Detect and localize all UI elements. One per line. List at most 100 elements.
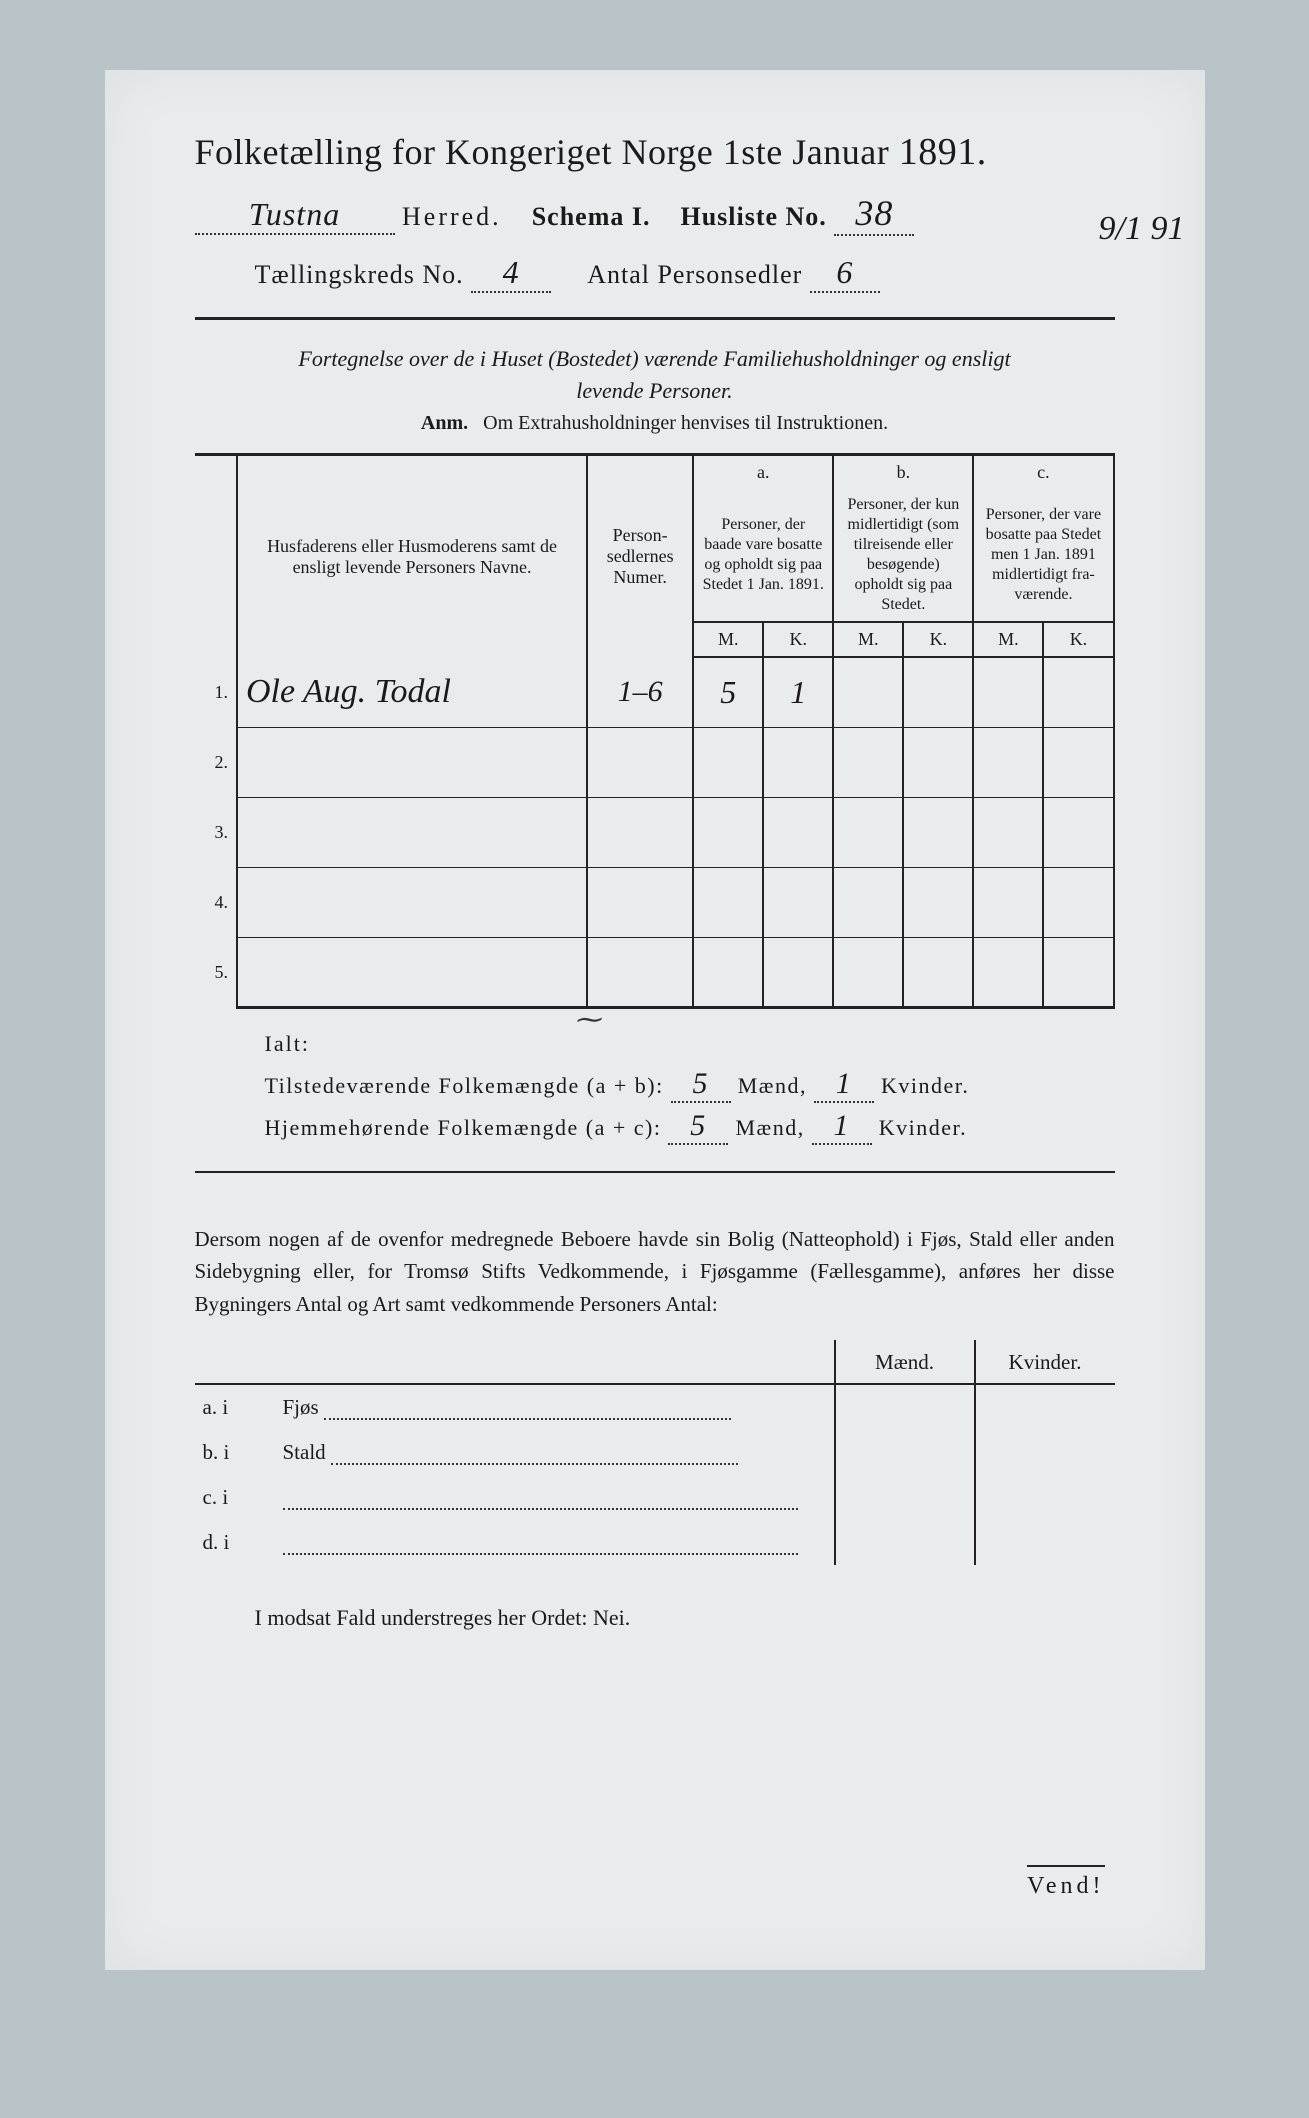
table-row: 5. — [195, 937, 1114, 1007]
cell-c-k — [1043, 727, 1113, 797]
building-row-label: c. i — [195, 1475, 275, 1520]
sub-a-m: M. — [693, 622, 763, 657]
col-c-text: Personer, der vare bosatte paa Stedet me… — [973, 489, 1113, 622]
description-line-1: Fortegnelse over de i Huset (Bostedet) v… — [195, 346, 1115, 372]
maend-label-1: Mænd, — [738, 1073, 807, 1098]
table-row: 3. — [195, 797, 1114, 867]
table-row: 1.Ole Aug. Todal1–651 — [195, 657, 1114, 727]
row-number: 5. — [195, 937, 237, 1007]
cell-b-m — [833, 657, 903, 727]
kreds-label: Tællingskreds No. — [255, 260, 464, 289]
building-maend-cell — [835, 1430, 975, 1475]
table-row: 4. — [195, 867, 1114, 937]
sub-a-k: K. — [763, 622, 833, 657]
cell-a-m — [693, 867, 763, 937]
cell-name — [237, 937, 587, 1007]
cell-num — [587, 867, 693, 937]
kvinder-label-2: Kvinder. — [879, 1115, 967, 1140]
col-a-text: Personer, der baade vare bo­satte og oph… — [693, 489, 833, 622]
kvinder-label-1: Kvinder. — [881, 1073, 969, 1098]
cell-c-k — [1043, 937, 1113, 1007]
flourish-mark: ⁓ — [575, 1005, 601, 1035]
cell-c-k — [1043, 657, 1113, 727]
building-row-label: a. i — [195, 1384, 275, 1430]
tilstede-m: 5 — [671, 1067, 731, 1103]
cell-c-m — [973, 797, 1043, 867]
household-table: Husfaderens eller Husmode­rens samt de e… — [195, 453, 1115, 1009]
building-row: c. i — [195, 1475, 1115, 1520]
anm-line: Anm. Om Extrahusholdninger henvises til … — [195, 412, 1115, 435]
building-kvinder-cell — [975, 1430, 1115, 1475]
building-row-label: d. i — [195, 1520, 275, 1565]
title-year: 1891. — [899, 131, 987, 173]
tilstede-label: Tilstedeværende Folkemængde (a + b): — [265, 1073, 664, 1098]
col-header-b: b. — [833, 455, 973, 490]
building-kvinder-cell — [975, 1520, 1115, 1565]
schema-label: Schema I. — [532, 202, 651, 231]
cell-b-k — [903, 797, 973, 867]
bottom-kvinder: Kvinder. — [975, 1340, 1115, 1384]
title-prefix: Folketælling for Kongeriget Norge 1ste J… — [195, 132, 890, 172]
cell-num — [587, 727, 693, 797]
cell-c-m — [973, 657, 1043, 727]
building-row: a. iFjøs — [195, 1384, 1115, 1430]
cell-c-m — [973, 937, 1043, 1007]
sub-c-m: M. — [973, 622, 1043, 657]
cell-b-k — [903, 657, 973, 727]
building-row-text: Stald — [275, 1430, 835, 1475]
hjemme-k: 1 — [812, 1109, 872, 1145]
building-row-text — [275, 1520, 835, 1565]
cell-c-m — [973, 867, 1043, 937]
herred-label: Herred. — [402, 202, 502, 231]
cell-name — [237, 727, 587, 797]
header-line-3: Tællingskreds No. 4 Antal Personsedler 6 — [195, 254, 1115, 293]
col-header-name: Husfaderens eller Husmode­rens samt de e… — [237, 455, 587, 658]
antal-label: Antal Personsedler — [587, 260, 802, 289]
building-paragraph: Dersom nogen af de ovenfor medregnede Be… — [195, 1223, 1115, 1321]
cell-name: Ole Aug. Todal — [237, 657, 587, 727]
bottom-maend: Mænd. — [835, 1340, 975, 1384]
husliste-label: Husliste No. — [680, 202, 826, 231]
tilstede-k: 1 — [814, 1067, 874, 1103]
rule-1 — [195, 317, 1115, 320]
antal-value: 6 — [810, 254, 880, 293]
cell-num: 1–6 — [587, 657, 693, 727]
building-maend-cell — [835, 1520, 975, 1565]
cell-b-k — [903, 937, 973, 1007]
rule-2 — [195, 1171, 1115, 1173]
building-row-text: Fjøs — [275, 1384, 835, 1430]
header-line-2: Tustna Herred. Schema I. Husliste No. 38 — [195, 192, 1115, 236]
sub-b-k: K. — [903, 622, 973, 657]
kreds-no: 4 — [471, 254, 551, 293]
tilstede-line: Tilstedeværende Folkemængde (a + b): 5 M… — [265, 1067, 1115, 1103]
vend-label: Vend! — [1027, 1865, 1104, 1900]
row-number: 1. — [195, 657, 237, 727]
col-header-num: Person­sedler­nes Numer. — [587, 455, 693, 658]
cell-b-k — [903, 867, 973, 937]
sub-b-m: M. — [833, 622, 903, 657]
row-number: 3. — [195, 797, 237, 867]
sub-c-k: K. — [1043, 622, 1113, 657]
cell-b-m — [833, 867, 903, 937]
cell-name — [237, 797, 587, 867]
cell-a-m — [693, 727, 763, 797]
anm-label: Anm. — [421, 412, 468, 434]
col-b-text: Personer, der kun midler­tidigt (som til… — [833, 489, 973, 622]
building-table: Mænd. Kvinder. a. iFjøs b. iStald c. i d… — [195, 1340, 1115, 1565]
page-title: Folketælling for Kongeriget Norge 1ste J… — [195, 130, 1115, 174]
cell-c-k — [1043, 867, 1113, 937]
building-kvinder-cell — [975, 1475, 1115, 1520]
cell-a-k — [763, 797, 833, 867]
hjemme-label: Hjemmehørende Folkemængde (a + c): — [265, 1115, 662, 1140]
cell-a-m — [693, 797, 763, 867]
cell-a-m — [693, 937, 763, 1007]
census-form-page: 9/1 91 Folketælling for Kongeriget Norge… — [105, 70, 1205, 1970]
cell-a-k — [763, 867, 833, 937]
anm-text: Om Extrahusholdninger henvises til Instr… — [483, 412, 888, 434]
building-row: b. iStald — [195, 1430, 1115, 1475]
cell-num — [587, 937, 693, 1007]
cell-c-k — [1043, 797, 1113, 867]
cell-a-m: 5 — [693, 657, 763, 727]
cell-a-k: 1 — [763, 657, 833, 727]
ialt-label: Ialt: — [265, 1031, 1115, 1057]
